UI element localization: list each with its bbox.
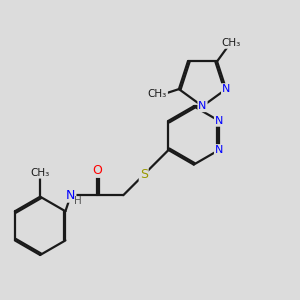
Text: N: N <box>215 145 223 155</box>
Text: N: N <box>198 101 207 111</box>
Text: N: N <box>222 84 230 94</box>
Text: S: S <box>140 168 148 181</box>
Text: CH₃: CH₃ <box>221 38 241 48</box>
Text: N: N <box>66 189 76 202</box>
Text: CH₃: CH₃ <box>31 168 50 178</box>
Text: N: N <box>215 116 223 126</box>
Text: CH₃: CH₃ <box>148 89 167 99</box>
Text: O: O <box>92 164 102 177</box>
Text: H: H <box>74 196 82 206</box>
